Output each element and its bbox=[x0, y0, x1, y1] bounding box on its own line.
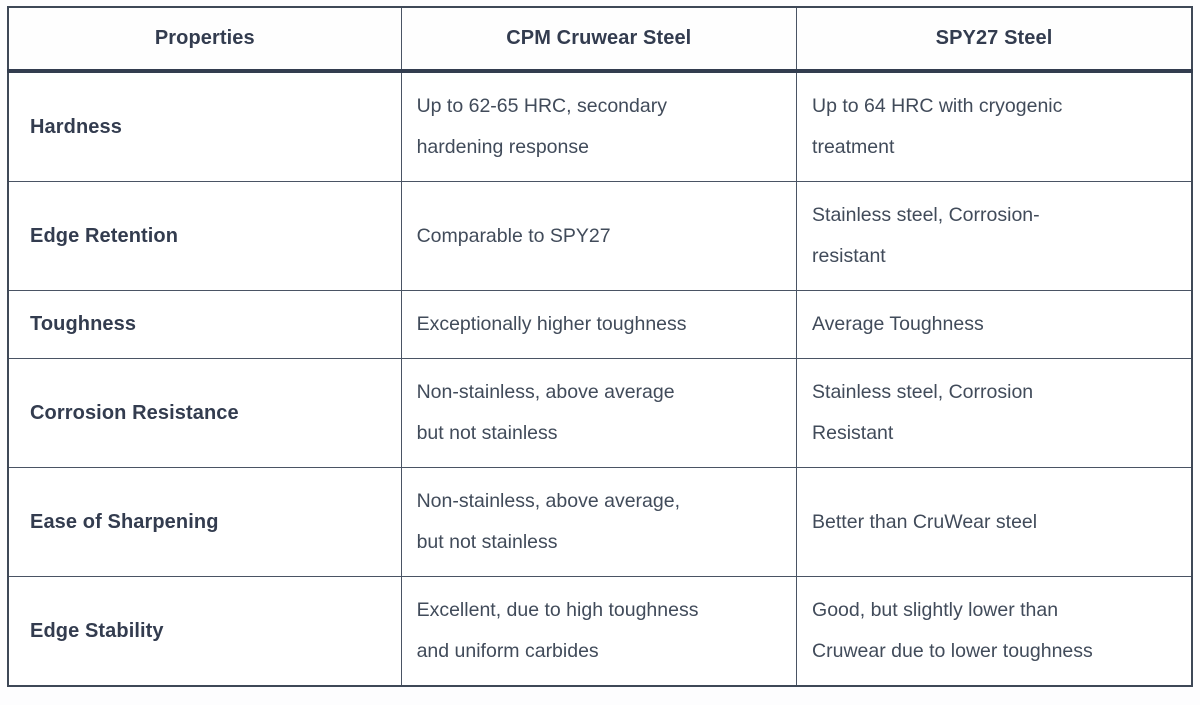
cruwear-value: Non-stainless, above average but not sta… bbox=[400, 358, 798, 468]
cell-text-line: Stainless steel, Corrosion- bbox=[812, 204, 1040, 226]
cell-text-line: Exceptionally higher toughness bbox=[416, 313, 687, 335]
property-label: Ease of Sharpening bbox=[7, 467, 402, 577]
cruwear-value: Excellent, due to high toughness and uni… bbox=[400, 576, 798, 687]
cruwear-value: Comparable to SPY27 bbox=[400, 181, 798, 291]
cruwear-value: Up to 62-65 HRC, secondary hardening res… bbox=[400, 70, 798, 182]
spy27-value: Better than CruWear steel bbox=[796, 467, 1193, 577]
cell-text-line: Cruwear due to lower toughness bbox=[812, 640, 1093, 662]
table-row-edge-stability: Edge Stability Excellent, due to high to… bbox=[7, 576, 1193, 687]
table-body: Hardness Up to 62-65 HRC, secondary hard… bbox=[7, 70, 1193, 687]
cruwear-value: Non-stainless, above average, but not st… bbox=[400, 467, 798, 577]
cell-text-line: Up to 64 HRC with cryogenic bbox=[812, 95, 1063, 117]
cruwear-value: Exceptionally higher toughness bbox=[400, 290, 798, 359]
cell-text-line: Non-stainless, above average bbox=[416, 381, 675, 403]
cell-text-line: but not stainless bbox=[416, 422, 558, 444]
spy27-value: Good, but slightly lower than Cruwear du… bbox=[796, 576, 1193, 687]
property-label: Toughness bbox=[7, 290, 402, 359]
property-label: Corrosion Resistance bbox=[7, 358, 402, 468]
cell-text-line: Stainless steel, Corrosion bbox=[812, 381, 1034, 403]
table-header: Properties CPM Cruwear Steel SPY27 Steel bbox=[7, 7, 1193, 73]
table-row-edge-retention: Edge Retention Comparable to SPY27 Stain… bbox=[7, 181, 1193, 291]
column-header-cruwear: CPM Cruwear Steel bbox=[400, 7, 798, 73]
spy27-value: Stainless steel, Corrosion Resistant bbox=[796, 358, 1193, 468]
cell-text-line: Non-stainless, above average, bbox=[416, 490, 680, 512]
cell-text-line: hardening response bbox=[416, 136, 589, 158]
spy27-value: Stainless steel, Corrosion- resistant bbox=[796, 181, 1193, 291]
column-header-spy27: SPY27 Steel bbox=[796, 7, 1193, 73]
cell-text-line: and uniform carbides bbox=[416, 640, 599, 662]
table-row-ease-of-sharpening: Ease of Sharpening Non-stainless, above … bbox=[7, 467, 1193, 577]
cell-text-line: resistant bbox=[812, 245, 886, 267]
spy27-value: Up to 64 HRC with cryogenic treatment bbox=[796, 70, 1193, 182]
cell-text-line: Average Toughness bbox=[812, 313, 984, 335]
comparison-table: Properties CPM Cruwear Steel SPY27 Steel… bbox=[7, 6, 1193, 687]
cell-text-line: Excellent, due to high toughness bbox=[416, 599, 699, 621]
header-row: Properties CPM Cruwear Steel SPY27 Steel bbox=[7, 7, 1193, 73]
cell-text-line: Good, but slightly lower than bbox=[812, 599, 1059, 621]
column-header-properties: Properties bbox=[7, 7, 402, 73]
property-label: Edge Stability bbox=[7, 576, 402, 687]
cell-text-line: but not stainless bbox=[416, 531, 558, 553]
table-row-toughness: Toughness Exceptionally higher toughness… bbox=[7, 290, 1193, 359]
table-row-hardness: Hardness Up to 62-65 HRC, secondary hard… bbox=[7, 70, 1193, 182]
cell-text-line: Comparable to SPY27 bbox=[416, 224, 611, 247]
property-label: Edge Retention bbox=[7, 181, 402, 291]
table-row-corrosion-resistance: Corrosion Resistance Non-stainless, abov… bbox=[7, 358, 1193, 468]
cell-text-line: Resistant bbox=[812, 422, 894, 444]
cell-text-line: treatment bbox=[812, 136, 895, 158]
spy27-value: Average Toughness bbox=[796, 290, 1193, 359]
cell-text-line: Better than CruWear steel bbox=[812, 510, 1038, 533]
property-label: Hardness bbox=[7, 70, 402, 182]
cell-text-line: Up to 62-65 HRC, secondary bbox=[416, 95, 667, 117]
